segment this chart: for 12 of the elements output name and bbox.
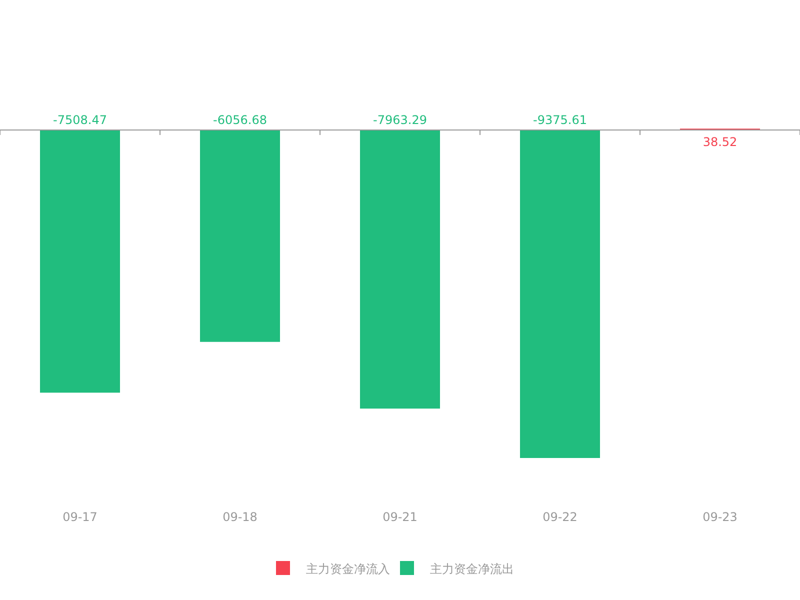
- x-tick-label: 09-23: [702, 510, 738, 524]
- data-label: -7963.29: [373, 113, 427, 127]
- x-tick-label: 09-21: [382, 510, 418, 524]
- data-label: -7508.47: [53, 113, 107, 127]
- data-label: 38.52: [702, 135, 738, 149]
- legend-label: 主力资金净流入: [306, 562, 390, 576]
- x-tick-label: 09-17: [62, 510, 98, 524]
- x-tick-label: 09-22: [542, 510, 578, 524]
- data-label: -6056.68: [213, 113, 267, 127]
- data-label: -9375.61: [533, 113, 587, 127]
- x-tick-label: 09-18: [222, 510, 258, 524]
- legend-label: 主力资金净流出: [430, 562, 514, 576]
